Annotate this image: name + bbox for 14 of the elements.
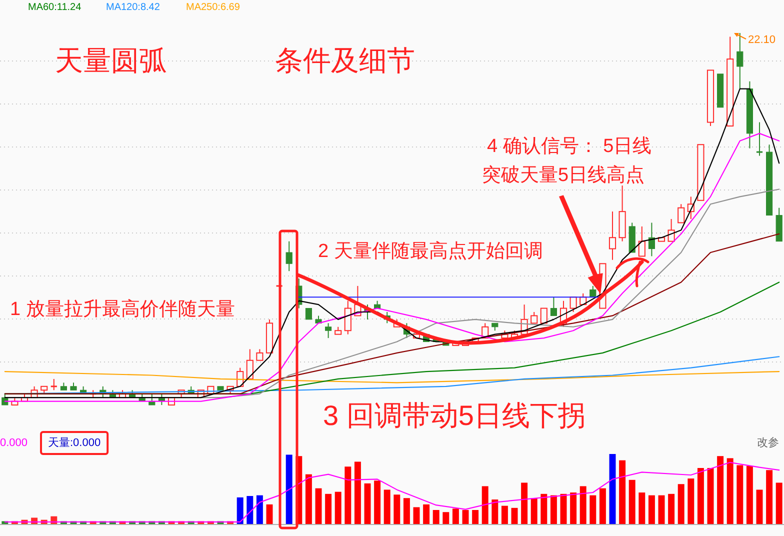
annotation: 22.10: [748, 34, 776, 46]
annotation: 2 天量伴随最高点开始回调: [318, 240, 543, 262]
text: 改参: [757, 436, 779, 449]
text: MA60:11.24: [28, 2, 82, 13]
text: 天量:0.000: [48, 437, 101, 449]
text: 0.000: [0, 437, 28, 449]
chart-subtitle: 条件及细节: [275, 45, 415, 76]
annotation: 4 确认信号： 5日线: [487, 136, 652, 157]
text: MA120:8.42: [106, 2, 160, 13]
annotation: 3 回调带动5日线下拐: [323, 400, 586, 431]
chart-title: 天量圆弧: [55, 45, 167, 76]
annotation: 1 放量拉升最高价伴随天量: [10, 298, 235, 320]
text: MA250:6.69: [186, 2, 240, 13]
annotation: 突破天量5日线高点: [482, 164, 645, 186]
